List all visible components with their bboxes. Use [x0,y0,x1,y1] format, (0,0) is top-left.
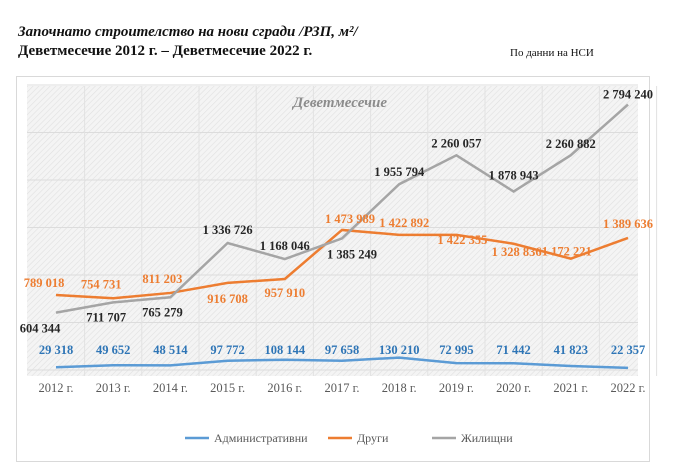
data-label: 811 203 [142,272,182,286]
data-label: 1 336 726 [203,223,253,237]
x-tick-label: 2014 г. [153,381,188,395]
data-label: 1 878 943 [489,169,539,183]
data-label: 754 731 [81,277,122,291]
data-label: 41 823 [554,343,588,357]
data-label: 1 422 892 [379,216,429,230]
legend-entry: Жилищни [461,431,513,445]
x-tick-label: 2012 г. [39,381,74,395]
data-label: 48 514 [153,343,188,357]
data-label: 71 442 [496,343,530,357]
data-label: 130 210 [379,343,420,357]
data-label: 765 279 [142,305,183,319]
data-label: 916 708 [207,292,248,306]
data-label: 1 385 249 [327,247,377,261]
x-tick-label: 2019 г. [439,381,474,395]
x-tick-label: 2015 г. [210,381,245,395]
data-label: 97 772 [210,343,244,357]
x-tick-label: 2016 г. [267,381,302,395]
data-label: 72 995 [439,343,473,357]
data-label: 1 473 989 [325,212,375,226]
data-label: 2 260 882 [546,137,596,151]
data-label: 1 389 636 [603,217,653,231]
x-tick-label: 2013 г. [96,381,131,395]
x-tick-label: 2018 г. [382,381,417,395]
data-label: 604 344 [20,322,61,336]
data-label: 108 144 [264,343,305,357]
chart-title: Започнато строителство на нови сгради /Р… [18,24,358,40]
data-label: 789 018 [24,276,65,290]
x-tick-label: 2017 г. [325,381,360,395]
data-label: 2 794 240 [603,88,653,102]
data-label: 1 168 046 [260,239,310,253]
data-label: 2 260 057 [431,136,481,150]
data-label: 97 658 [325,343,359,357]
data-label: 1 328 836 [492,245,542,259]
data-label: 1 422 355 [437,233,487,247]
data-label: 1 172 221 [542,245,592,259]
chart-subtitle: Деветмесечие 2012 г. – Деветмесечие 2022… [18,43,313,59]
data-label: 22 357 [611,343,645,357]
data-label: 1 955 794 [374,165,425,179]
data-label: 49 652 [96,343,130,357]
chart-frame [16,76,650,462]
source-note: По данни на НСИ [510,47,594,59]
x-tick-label: 2021 г. [553,381,588,395]
x-tick-label: 2020 г. [496,381,531,395]
x-tick-label: 2022 г. [611,381,646,395]
plot-area [27,86,638,376]
data-label: 29 318 [39,343,73,357]
data-label: 957 910 [264,286,305,300]
data-label: 711 707 [86,310,126,324]
plot-title: Деветмесечие [291,95,387,111]
legend-entry: Административни [214,431,308,445]
legend-entry: Други [357,431,389,445]
